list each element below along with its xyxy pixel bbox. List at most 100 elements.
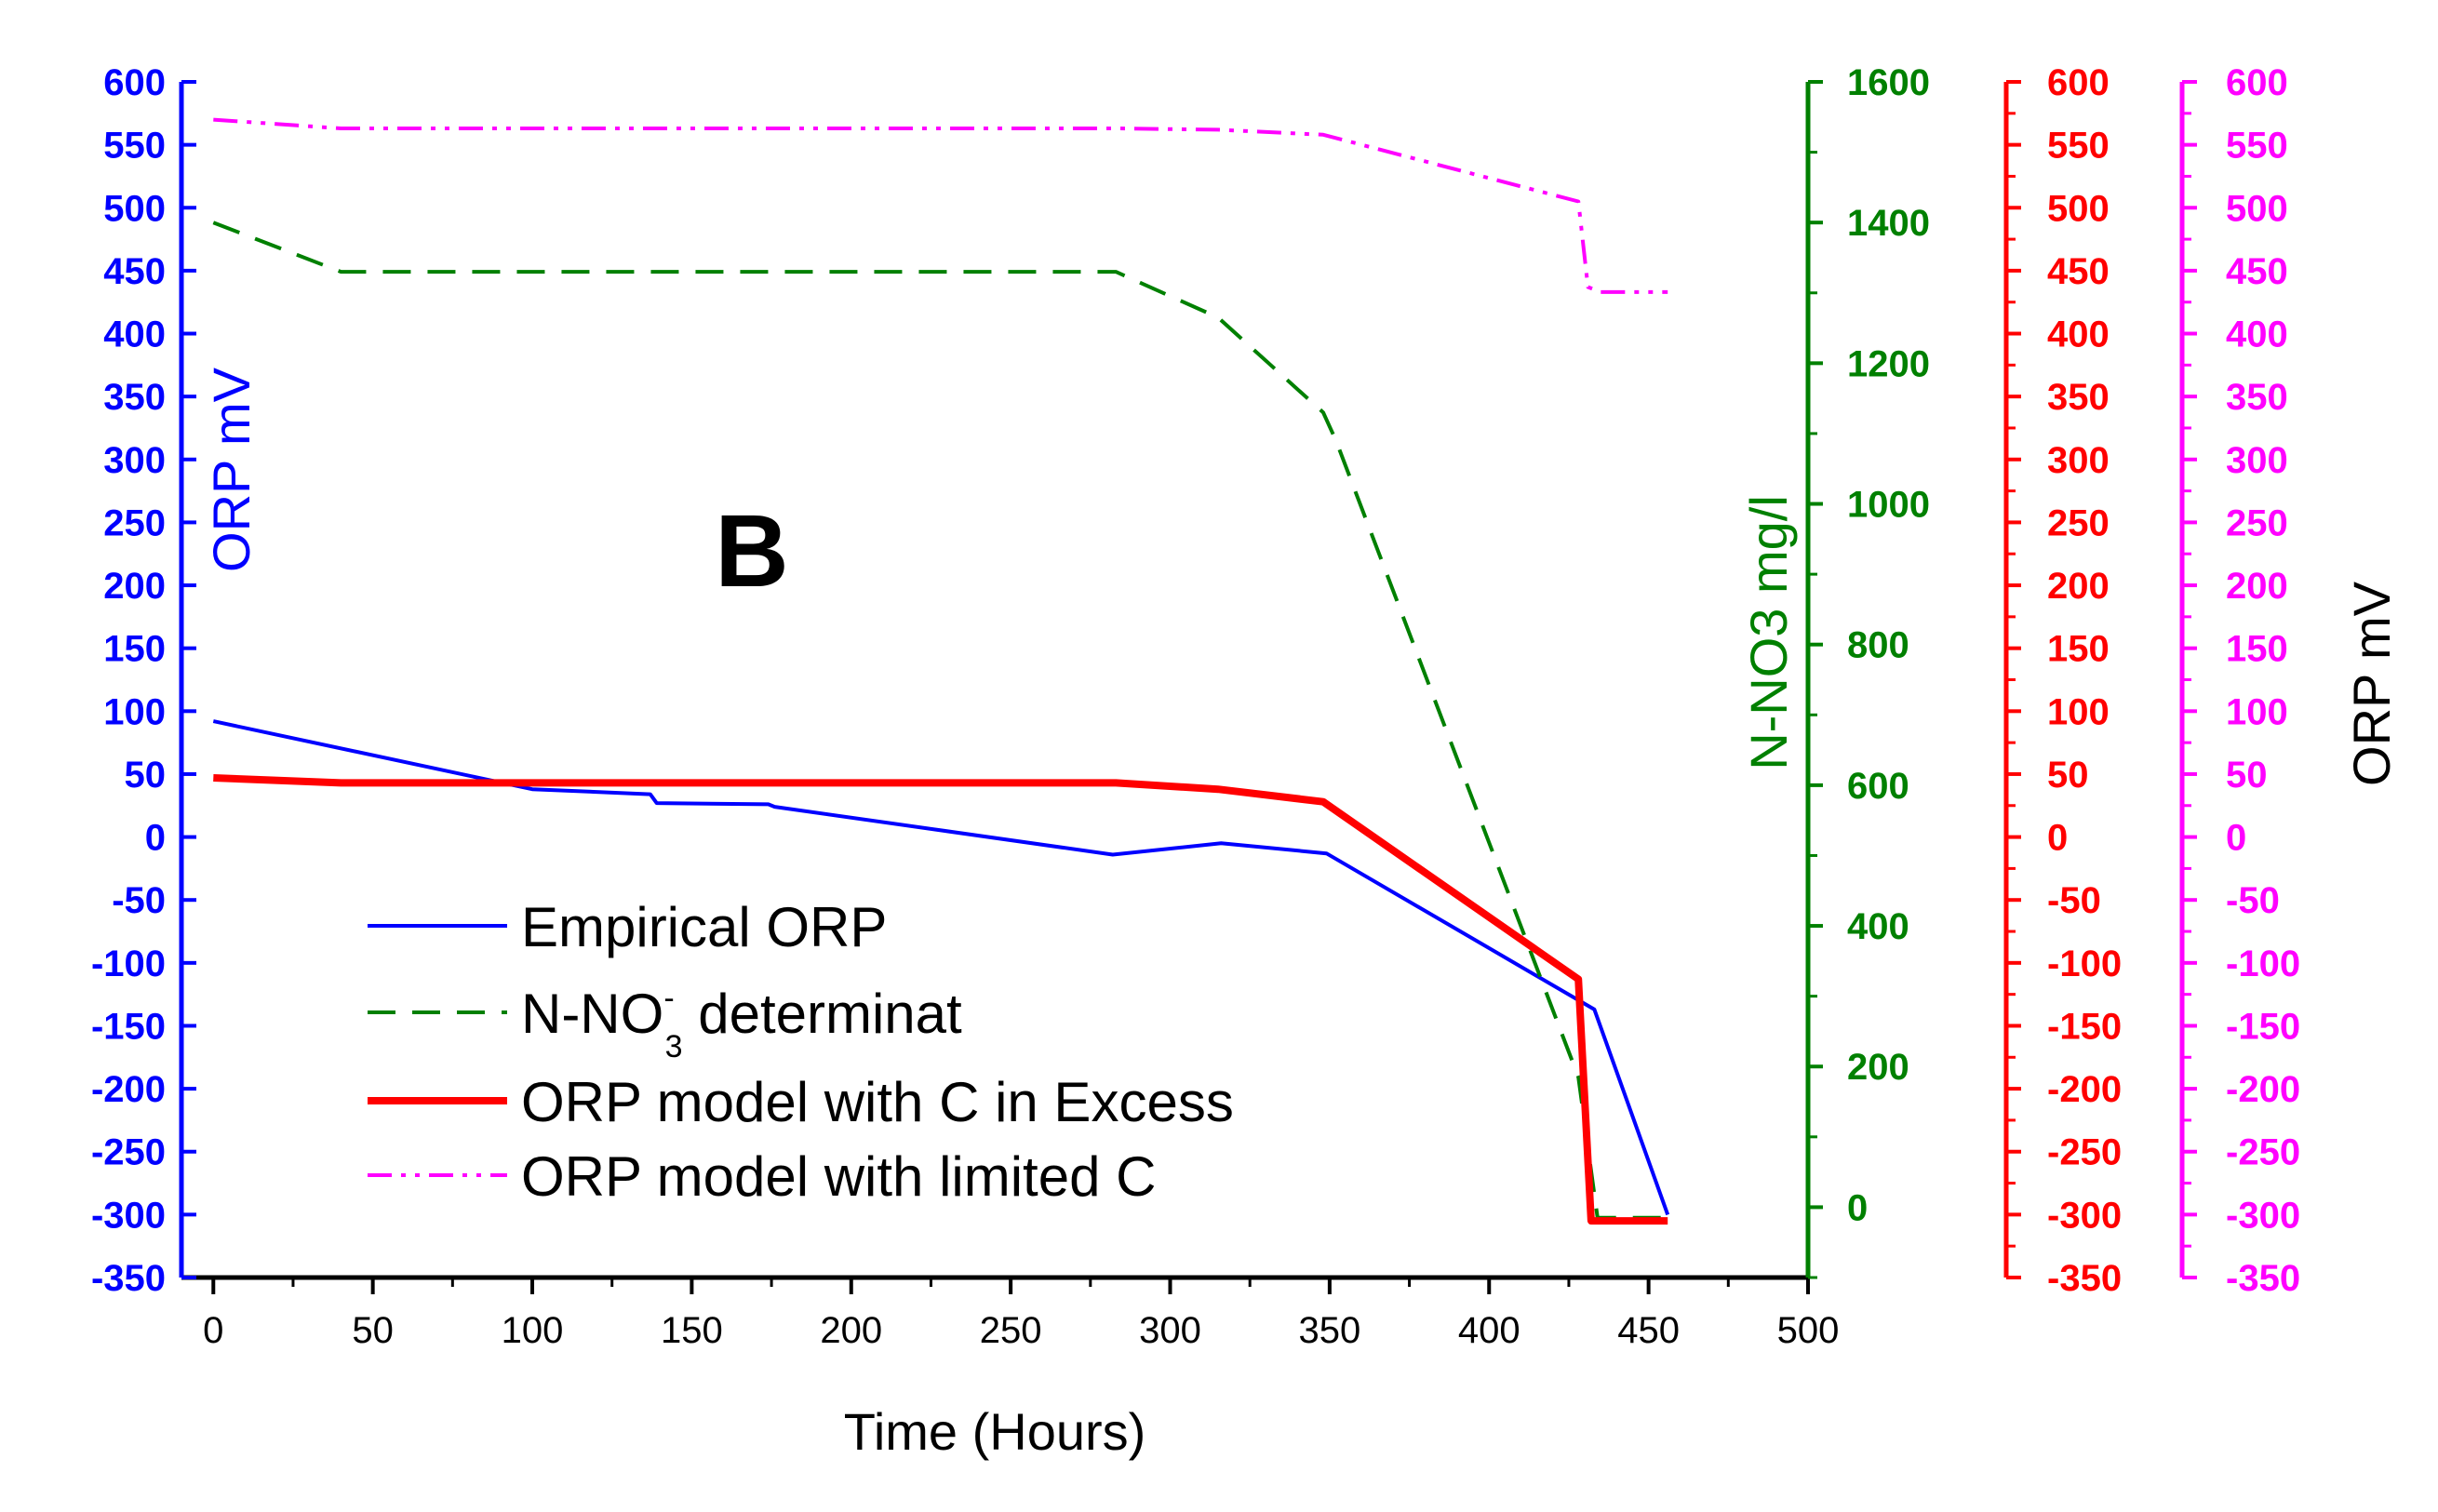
magenta-tick-label: 0 [2226,818,2246,859]
red-tick-label: 350 [2047,377,2110,418]
magenta-tick-label: 100 [2226,691,2288,732]
left_blue-tick-label: -350 [91,1258,166,1299]
magenta-tick-label: -200 [2226,1069,2300,1110]
magenta-tick-label: 250 [2226,502,2288,543]
red-tick-label: 500 [2047,188,2110,229]
legend-n-no3-main: N-NO [521,983,663,1045]
magenta-tick-label: 600 [2226,62,2288,103]
right-axis-title: ORP mV [2342,581,2401,786]
left_blue-tick-label: -100 [91,943,166,984]
red-tick-label: 100 [2047,691,2110,732]
green-tick-label: 800 [1847,625,1909,666]
green-tick-label: 200 [1847,1047,1909,1088]
left_blue-tick-label: -200 [91,1069,166,1110]
green-tick-label: 1000 [1847,485,1930,526]
x-tick-label: 50 [352,1310,394,1351]
magenta-tick-label: 350 [2226,377,2288,418]
magenta-tick-label: -50 [2226,880,2280,921]
red-tick-label: 200 [2047,566,2110,607]
red-tick-label: -250 [2047,1132,2122,1173]
left_blue-tick-label: 150 [103,629,166,670]
left_blue-tick-label: 300 [103,440,166,481]
left_blue-tick-label: 450 [103,251,166,292]
magenta-tick-label: -250 [2226,1132,2300,1173]
red-tick-label: 600 [2047,62,2110,103]
left_blue-tick-label: 350 [103,377,166,418]
green-tick-label: 1400 [1847,203,1930,244]
x-tick-label: 200 [820,1310,882,1351]
red-axis-ticks: 600550500450400350300250200150100500-50-… [2006,62,2122,1299]
left_blue-tick-label: 550 [103,126,166,167]
magenta-tick-label: -350 [2226,1258,2300,1299]
magenta-tick-label: 500 [2226,188,2288,229]
left-axis-title: ORP mV [202,367,261,572]
green-tick-label: 1200 [1847,343,1930,384]
magenta-tick-label: 200 [2226,566,2288,607]
magenta-tick-label: 50 [2226,755,2268,796]
x-axis-title: Time (Hours) [844,1402,1146,1461]
red-tick-label: 50 [2047,755,2089,796]
red-tick-label: -150 [2047,1006,2122,1047]
red-tick-label: 150 [2047,629,2110,670]
magenta-tick-label: -300 [2226,1195,2300,1236]
left_blue-tick-label: -150 [91,1006,166,1047]
x-tick-label: 250 [980,1310,1042,1351]
magenta-tick-label: 150 [2226,629,2288,670]
legend-label-orp-model-c-excess: ORP model with C in Excess [521,1071,1234,1133]
x-tick-label: 150 [661,1310,723,1351]
green-tick-label: 0 [1847,1187,1868,1228]
magenta-tick-label: 300 [2226,440,2288,481]
left_blue-tick-label: 400 [103,314,166,355]
green-tick-label: 1600 [1847,62,1930,103]
x-tick-label: 300 [1139,1310,1201,1351]
x-tick-label: 0 [203,1310,223,1351]
left_blue-tick-label: 500 [103,188,166,229]
legend-label-orp-model-limited-c: ORP model with limited C [521,1145,1156,1208]
red-tick-label: 250 [2047,502,2110,543]
red-tick-label: -350 [2047,1258,2122,1299]
left_blue-tick-label: -250 [91,1132,166,1173]
left_blue-tick-label: -50 [112,880,166,921]
red-tick-label: -50 [2047,880,2101,921]
x-tick-label: 350 [1299,1310,1361,1351]
green-tick-label: 600 [1847,766,1909,807]
legend-n-no3-sub: 3 [665,1029,683,1064]
magenta-tick-label: 450 [2226,251,2288,292]
left_blue-tick-label: -300 [91,1195,166,1236]
legend-n-no3-sup: - [663,981,674,1016]
legend: Empirical ORP N-NO- 3 determinat ORP mode… [368,896,1234,1208]
green-tick-label: 400 [1847,906,1909,947]
series-group [212,117,1670,1225]
series-line-orp-model-c-excess [213,774,1668,1225]
red-tick-label: 450 [2047,251,2110,292]
x-tick-label: 400 [1458,1310,1520,1351]
red-tick-label: -200 [2047,1069,2122,1110]
left-axis-ticks: 600550500450400350300250200150100500-50-… [91,62,196,1299]
left_blue-tick-label: 250 [103,502,166,543]
legend-label-n-no3: N-NO- 3 determinat [521,981,962,1064]
red-tick-label: -100 [2047,943,2122,984]
red-tick-label: -300 [2047,1195,2122,1236]
magenta-axis-ticks: 600550500450400350300250200150100500-50-… [2182,62,2300,1299]
red-tick-label: 400 [2047,314,2110,355]
magenta-tick-label: -100 [2226,943,2300,984]
x-tick-label: 500 [1777,1310,1840,1351]
magenta-tick-label: 550 [2226,126,2288,167]
legend-label-empirical-orp: Empirical ORP [521,896,887,958]
x-axis-ticks: 0 50 100 150 200 250 300 350 400 450 500 [203,1278,1839,1351]
panel-label: B [715,494,788,609]
left_blue-tick-label: 600 [103,62,166,103]
magenta-tick-label: 400 [2226,314,2288,355]
magenta-tick-label: -150 [2226,1006,2300,1047]
series-line-orp-model-limited-c [213,117,1668,294]
left_blue-tick-label: 0 [145,818,166,859]
left_blue-tick-label: 200 [103,566,166,607]
red-tick-label: 550 [2047,126,2110,167]
left_blue-tick-label: 100 [103,691,166,732]
x-tick-label: 450 [1617,1310,1680,1351]
legend-n-no3-rest: determinat [683,983,962,1045]
left_blue-tick-label: 50 [125,755,167,796]
series-line-empirical-orp [212,719,1670,1216]
